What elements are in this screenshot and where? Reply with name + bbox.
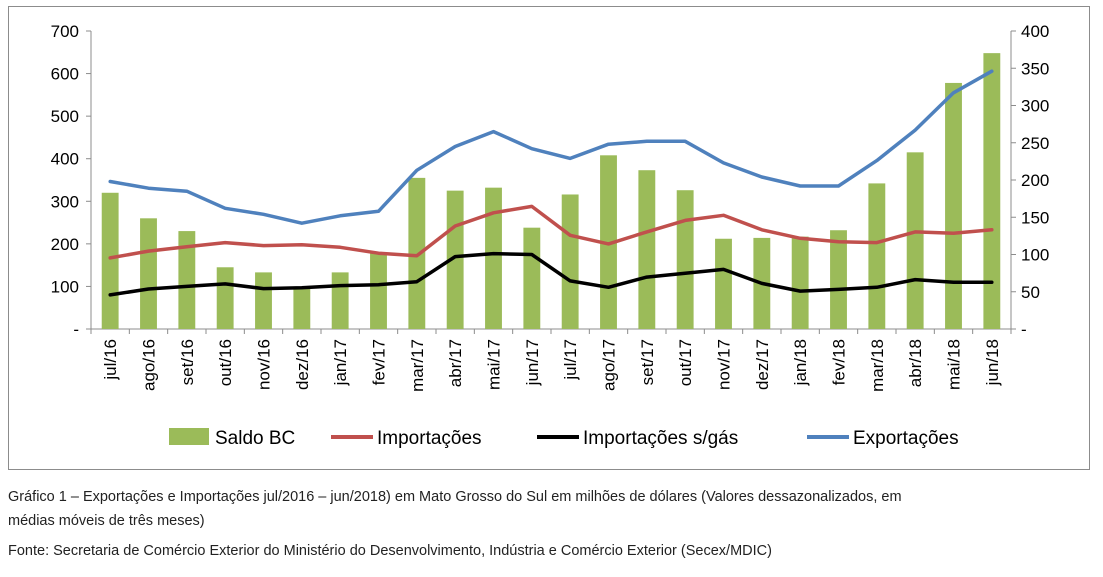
left-y-tick-label: 400: [51, 150, 79, 169]
bar-saldo-bc: [408, 177, 426, 329]
right-y-tick-label: 250: [1021, 134, 1049, 153]
right-y-tick-label: 50: [1021, 283, 1040, 302]
left-y-tick-label: 100: [51, 277, 79, 296]
right-y-tick-label: -: [1021, 320, 1027, 339]
legend-label: Saldo BC: [215, 428, 295, 449]
figure-source: Fonte: Secretaria de Comércio Exterior d…: [8, 543, 772, 559]
x-tick-label: jun/17: [523, 339, 542, 386]
bar-saldo-bc: [715, 238, 732, 329]
bar-saldo-bc: [638, 170, 656, 329]
figure-caption-line-1: Gráfico 1 – Exportações e Importações ju…: [8, 489, 902, 505]
right-y-tick-label: 100: [1021, 246, 1049, 265]
x-tick-label: dez/17: [753, 339, 772, 390]
x-tick-label: mar/17: [408, 339, 427, 392]
x-tick-label: nov/17: [715, 339, 734, 390]
bar-saldo-bc: [561, 194, 579, 329]
x-tick-label: mai/18: [945, 339, 964, 390]
x-tick-label: abr/18: [906, 339, 925, 387]
figure-caption-line-2: médias móveis de três meses): [8, 513, 205, 529]
left-y-tick-label: 300: [51, 192, 79, 211]
bar-saldo-bc: [140, 218, 157, 329]
legend-label: Importações s/gás: [583, 428, 738, 449]
series-line-importa-es-s-g-s: [108, 251, 994, 297]
series-line-importa-es: [108, 204, 994, 260]
left-y-tick-label: 600: [51, 65, 79, 84]
x-tick-label: abr/17: [446, 339, 465, 387]
bar-saldo-bc: [370, 252, 387, 329]
bar-saldo-bc: [485, 187, 502, 329]
bar-saldo-bc: [101, 192, 119, 329]
legend-label: Exportações: [853, 428, 959, 449]
bar-saldo-bc: [830, 230, 847, 329]
left-y-tick-label: 200: [51, 235, 79, 254]
bar-saldo-bc: [983, 53, 1001, 329]
right-y-tick-label: 200: [1021, 171, 1049, 190]
x-tick-label: fev/18: [830, 339, 849, 385]
x-tick-label: set/16: [178, 339, 197, 385]
bar-saldo-bc: [216, 267, 234, 329]
bar-saldo-bc: [791, 236, 809, 329]
chart-frame: - 100 200 300 400 500 600 700 - 50 100 150 200 250 300…: [8, 6, 1090, 470]
right-y-tick-label: 300: [1021, 97, 1049, 116]
x-tick-label: jan/17: [331, 339, 350, 386]
bar-saldo-bc: [906, 152, 924, 329]
x-tick-label: jan/18: [791, 339, 810, 386]
bar-saldo-bc: [868, 183, 886, 329]
x-tick-label: jul/16: [101, 339, 120, 381]
x-tick-label: ago/17: [600, 339, 619, 391]
left-y-tick-label: -: [73, 320, 79, 339]
x-tick-label: ago/16: [140, 339, 159, 391]
bar-saldo-bc: [178, 231, 196, 329]
x-tick-label: dez/16: [293, 339, 312, 390]
left-y-tick-label: 700: [51, 22, 79, 41]
bar-saldo-bc: [293, 288, 311, 329]
left-y-tick-label: 500: [51, 107, 79, 126]
bar-saldo-bc: [523, 227, 541, 329]
x-tick-label: nov/16: [255, 339, 274, 390]
x-tick-label: out/17: [676, 339, 695, 386]
x-tick-label: set/17: [638, 339, 657, 385]
right-y-tick-label: 350: [1021, 59, 1049, 78]
bar-saldo-bc: [676, 190, 694, 329]
bar-saldo-bc: [331, 272, 349, 329]
x-tick-label: jun/18: [983, 339, 1002, 386]
chart: - 100 200 300 400 500 600 700 - 50 100 150 200 250 300…: [51, 22, 1050, 449]
x-tick-label: mai/17: [485, 339, 504, 390]
legend-label: Importações: [377, 428, 482, 449]
x-tick-label: jul/17: [561, 339, 580, 381]
legend-swatch-saldo-bc: [169, 428, 209, 445]
right-y-tick-label: 400: [1021, 22, 1049, 41]
x-tick-label: mar/18: [868, 339, 887, 392]
x-tick-label: out/16: [216, 339, 235, 386]
x-tick-label: fev/17: [370, 339, 389, 385]
series-line-exporta-es: [108, 69, 994, 225]
right-y-tick-label: 150: [1021, 208, 1049, 227]
bar-saldo-bc: [945, 82, 962, 330]
bar-saldo-bc: [255, 272, 272, 329]
